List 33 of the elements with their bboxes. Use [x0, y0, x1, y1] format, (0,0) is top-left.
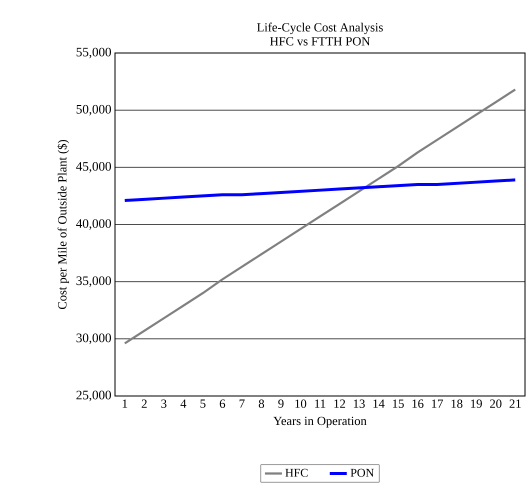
x-tick-label: 13 — [354, 400, 365, 408]
x-tick-label: 12 — [334, 400, 346, 408]
y-tick-label: 40,000 — [76, 219, 111, 230]
x-tick-label: 16 — [412, 400, 424, 408]
y-tick-label: 25,000 — [76, 390, 111, 402]
y-axis-title: Cost per Mile of Outside Plant ($) — [57, 140, 70, 310]
x-tick-label: 2 — [142, 400, 147, 408]
x-tick-label: 10 — [295, 400, 306, 408]
x-tick-label: 11 — [315, 400, 326, 408]
x-tick-label: 18 — [452, 400, 462, 408]
x-tick-label: 3 — [161, 400, 166, 408]
y-tick-label: 45,000 — [76, 162, 111, 173]
x-tick-label: 17 — [432, 400, 444, 408]
x-tick-label: 9 — [278, 400, 284, 408]
x-tick-label: 5 — [200, 400, 206, 408]
x-tick-label: 7 — [240, 400, 245, 408]
x-tick-label: 19 — [471, 400, 482, 408]
x-tick-label: 20 — [490, 400, 502, 408]
x-tick-label: 1 — [122, 400, 128, 408]
chart-title: Life-Cycle Cost Analysis HFC vs FTTH PON — [257, 22, 383, 46]
y-tick-label: 50,000 — [76, 104, 111, 116]
x-tick-label: 8 — [258, 400, 264, 408]
x-axis-title: Years in Operation — [273, 416, 367, 428]
legend-label: PON — [350, 468, 374, 477]
y-tick-label: 30,000 — [76, 334, 111, 344]
x-tick-label: 15 — [392, 400, 404, 408]
x-tick-label: 21 — [510, 400, 521, 408]
y-tick-label: 35,000 — [76, 276, 111, 287]
y-tick-label: 55,000 — [76, 48, 111, 58]
legend-label: HFC — [285, 468, 308, 477]
x-tick-label: 14 — [373, 400, 385, 408]
x-tick-label: 4 — [180, 400, 186, 408]
x-tick-label: 6 — [220, 400, 226, 408]
